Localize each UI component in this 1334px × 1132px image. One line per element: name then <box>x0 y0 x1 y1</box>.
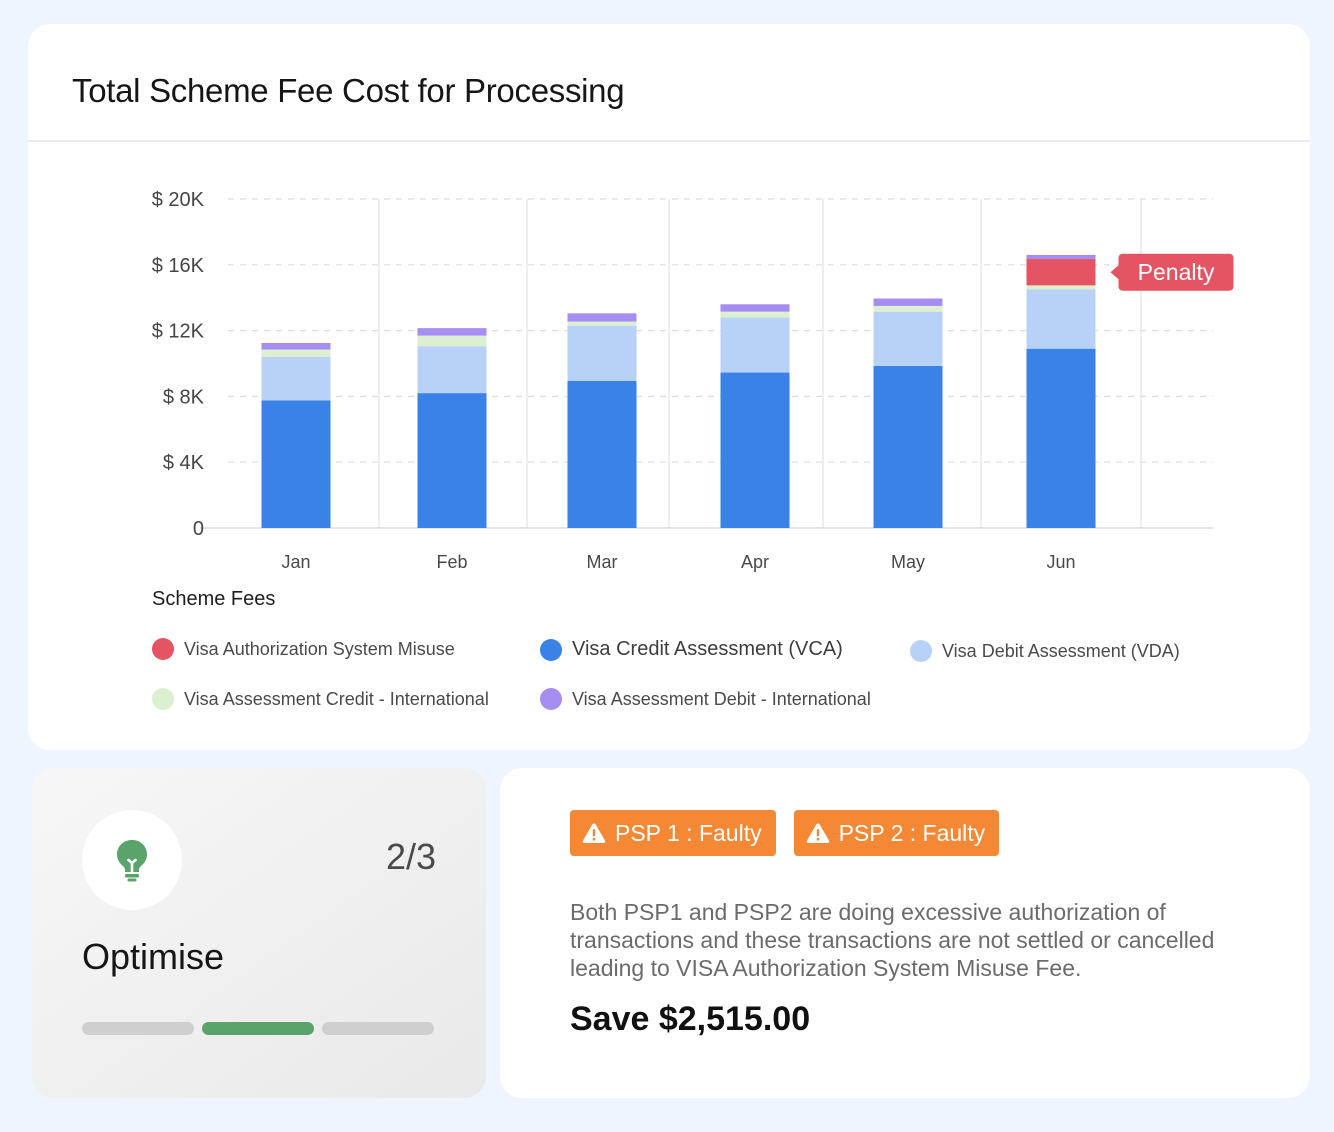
legend-dot <box>540 638 562 661</box>
title-divider <box>28 140 1310 142</box>
bulb-badge <box>82 810 182 910</box>
legend-item-debit-intl[interactable]: Visa Assessment Debit - International <box>540 688 871 710</box>
bar-segment <box>720 372 790 528</box>
step-counter: 2/3 <box>385 836 436 877</box>
penalty-label: Penalty <box>1138 259 1215 285</box>
legend-label: Visa Authorization System Misuse <box>184 638 455 659</box>
x-tick-label: Apr <box>741 552 769 572</box>
legend-label: Visa Assessment Debit - International <box>572 688 871 709</box>
legend-dot <box>910 640 932 662</box>
psp-badges: PSP 1 : Faulty PSP 2 : Faulty <box>570 810 1000 856</box>
x-tick-label: Feb <box>436 552 467 572</box>
chart-card: Total Scheme Fee Cost for Processing 0 $ … <box>28 24 1310 750</box>
y-tick-label: $ 20K <box>152 189 205 211</box>
legend-item-vda[interactable]: Visa Debit Assessment (VDA) <box>910 640 1180 662</box>
psp1-faulty-badge[interactable]: PSP 1 : Faulty <box>570 810 776 856</box>
legend-dot <box>152 688 174 710</box>
bar-segment <box>261 342 331 350</box>
annotation-pointer <box>1110 265 1119 280</box>
insight-description: Both PSP1 and PSP2 are doing excessive a… <box>570 899 1215 981</box>
bar-segment <box>417 328 487 336</box>
y-tick-label: $ 8K <box>163 386 205 408</box>
bar-segment <box>1026 254 1096 260</box>
legend-item-vca[interactable]: Visa Credit Assessment (VCA) <box>540 638 843 661</box>
bar-segment <box>873 305 943 312</box>
progress-segment-3 <box>322 1022 434 1035</box>
optimise-card[interactable]: 2/3 Optimise <box>32 768 486 1098</box>
bar-segment <box>873 311 943 366</box>
stacked-bar-chart: 0 $ 4K $ 8K $ 12K $ 16K $ 20K Jan Feb Mar Apr May J… <box>152 189 1234 572</box>
legend-title: Scheme Fees <box>152 588 276 610</box>
legend-dot <box>540 688 562 710</box>
bar-segment <box>873 298 943 306</box>
lightbulb-icon <box>117 840 147 882</box>
chart-title: Total Scheme Fee Cost for Processing <box>72 72 625 109</box>
step-progress <box>82 1022 434 1035</box>
x-tick-label: May <box>891 552 925 572</box>
insight-card: PSP 1 : Faulty PSP 2 : Faulty Both PSP1 … <box>500 768 1310 1098</box>
x-tick-label: Mar <box>587 552 618 572</box>
penalty-callout <box>1118 253 1234 291</box>
warning-icon <box>582 823 606 843</box>
bar-segment <box>873 365 943 528</box>
savings-amount: Save $2,515.00 <box>570 1000 811 1038</box>
bar-segment <box>567 325 637 381</box>
bar-segment <box>720 304 790 312</box>
legend-label: Visa Credit Assessment (VCA) <box>572 638 843 660</box>
bar-segment <box>720 311 790 318</box>
legend-item-credit-intl[interactable]: Visa Assessment Credit - International <box>152 688 489 710</box>
bar-segment <box>1026 259 1096 286</box>
bar-segment <box>261 400 331 528</box>
legend-label: Visa Assessment Credit - International <box>184 688 489 709</box>
bar-segment <box>567 313 637 322</box>
warning-icon <box>806 823 829 843</box>
bar-segment <box>417 393 487 528</box>
y-tick-label: $ 12K <box>152 321 205 343</box>
bar-segment <box>261 356 331 401</box>
bar-segment <box>720 317 790 373</box>
bar-segment <box>261 349 331 357</box>
x-tick-label: Jan <box>281 552 310 572</box>
legend-item-auth-misuse[interactable]: Visa Authorization System Misuse <box>152 638 455 660</box>
psp2-faulty-badge[interactable]: PSP 2 : Faulty <box>793 810 1000 856</box>
bar-segment <box>417 346 487 394</box>
optimise-label: Optimise <box>82 936 225 977</box>
y-tick-label: $ 16K <box>152 255 205 277</box>
progress-segment-2 <box>202 1022 314 1035</box>
legend-dot <box>152 638 174 660</box>
badge-label: PSP 1 : Faulty <box>615 819 762 846</box>
bar-segment <box>417 335 487 347</box>
bar-segment <box>1026 289 1096 349</box>
bar-segment <box>567 380 637 528</box>
legend-label: Visa Debit Assessment (VDA) <box>942 640 1180 661</box>
y-tick-label: $ 4K <box>163 452 205 474</box>
x-tick-label: Jun <box>1046 552 1075 572</box>
badge-label: PSP 2 : Faulty <box>838 819 986 846</box>
bar-segment <box>1026 285 1096 290</box>
bar-segment <box>1026 348 1096 528</box>
bar-segment <box>567 321 637 326</box>
progress-segment-1 <box>82 1022 194 1035</box>
y-tick-label: 0 <box>193 518 204 540</box>
